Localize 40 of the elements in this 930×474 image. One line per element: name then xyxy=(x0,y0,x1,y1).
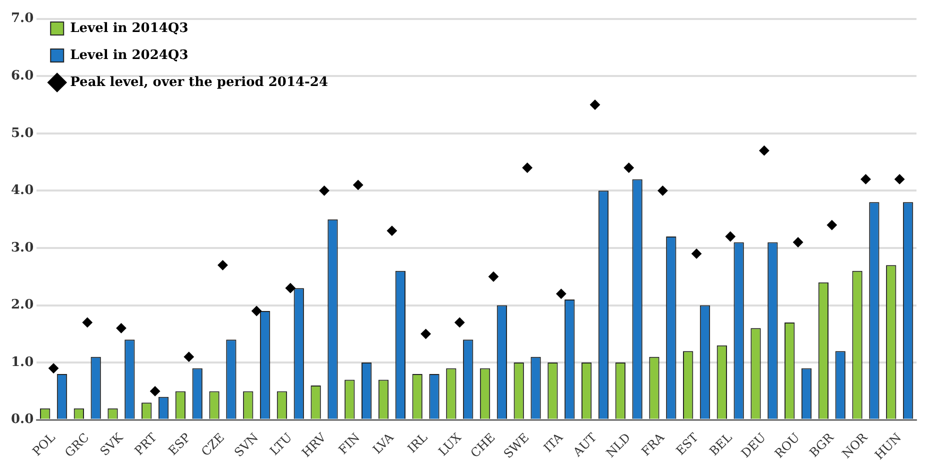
y-tick-label: 1.0 xyxy=(10,354,34,370)
point xyxy=(150,386,160,396)
point xyxy=(252,306,262,316)
point xyxy=(759,146,770,156)
y-tick-label: 3.0 xyxy=(10,240,34,256)
point xyxy=(386,226,397,236)
legend-label: Level in 2014Q3 xyxy=(70,20,188,36)
y-tick-label: 4.0 xyxy=(10,183,34,198)
point xyxy=(590,100,600,110)
x-tick-label: ITA xyxy=(540,430,566,455)
point xyxy=(894,174,905,184)
x-tick-label: IRL xyxy=(404,430,430,456)
point xyxy=(48,363,59,374)
point xyxy=(488,272,498,282)
legend-label: Peak level, over the period 2014-24 xyxy=(70,74,328,90)
point xyxy=(82,317,92,328)
point xyxy=(826,220,837,230)
point xyxy=(116,323,126,334)
y-tick-label: 2.0 xyxy=(10,298,34,313)
y-tick-label: 7.0 xyxy=(10,11,34,26)
point xyxy=(658,186,668,196)
point xyxy=(725,232,736,242)
point xyxy=(556,288,566,299)
point xyxy=(624,162,634,173)
point xyxy=(692,248,702,259)
point xyxy=(454,317,465,328)
point xyxy=(860,174,871,184)
point xyxy=(793,237,804,248)
point xyxy=(319,186,330,196)
y-tick-label: 5.0 xyxy=(10,126,34,141)
point xyxy=(420,328,431,339)
point xyxy=(353,180,364,190)
point xyxy=(522,162,532,173)
x-tick-label: LVA xyxy=(370,430,397,457)
y-tick-label: 6.0 xyxy=(10,68,34,84)
point xyxy=(285,283,296,294)
point xyxy=(184,352,194,362)
y-tick-label: 0.0 xyxy=(10,412,34,428)
legend-label: Level in 2024Q3 xyxy=(70,48,188,63)
point xyxy=(218,260,228,270)
